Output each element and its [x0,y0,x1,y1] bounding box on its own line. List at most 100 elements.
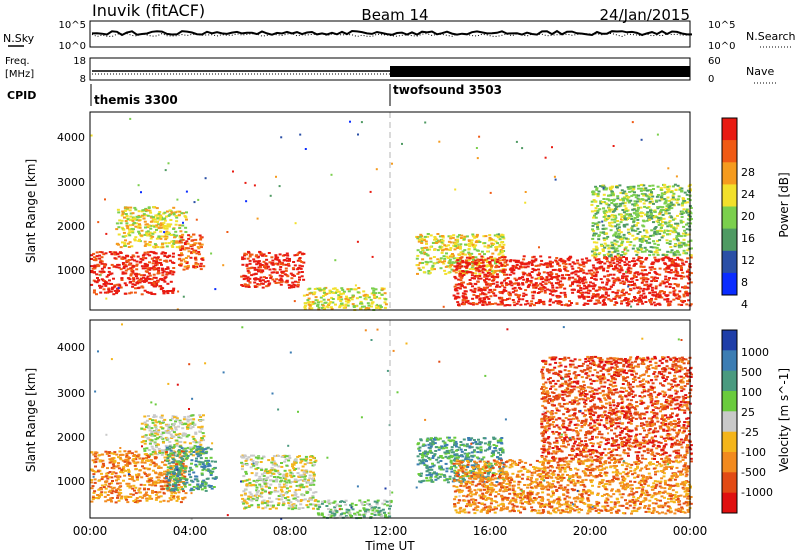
scatter-cell-power [618,229,621,231]
scatter-cell-power [496,242,499,244]
scatter-cell-power [445,266,448,268]
scatter-cell-velocity [179,446,182,448]
scatter-cell-power [678,290,681,292]
scatter-cell-power [479,266,482,268]
scatter-cell-velocity [129,493,132,495]
scatter-cell-power [671,262,674,264]
scatter-cell-power [148,269,151,271]
scatter-cell-power [362,290,365,292]
scatter-cell-power [504,290,507,292]
scatter-cell-velocity [147,456,150,458]
scatter-cell-power [465,290,468,292]
scatter-cell-power [613,304,616,306]
scatter-cell-power [513,301,516,303]
scatter-cell-velocity [131,488,134,490]
scatter-cell-velocity [107,485,110,487]
scatter-cell-power [642,277,645,279]
scatter-cell-power [249,260,252,262]
scatter-cell-power [255,273,258,275]
scatter-cell-power [626,250,629,252]
scatter-cell-velocity [192,441,195,443]
scatter-cell-power [491,303,494,305]
scatter-cell-power [323,288,326,290]
scatter-cell-power [585,281,588,283]
scatter-cell-velocity [191,414,194,416]
scatter-cell-power [112,278,115,280]
scatter-cell-power [95,273,98,275]
speckle-cell-power [165,169,167,171]
scatter-cell-power [509,260,512,262]
speckle-cell-power [625,271,627,273]
power-ytick-1000: 1000 [57,264,85,277]
scatter-cell-velocity [173,473,176,475]
scatter-cell-power [241,264,244,266]
scatter-cell-velocity [128,452,131,454]
speckle-cell-power [270,195,272,197]
scatter-cell-power [550,278,553,280]
scatter-cell-power [572,272,575,274]
scatter-cell-power [618,262,621,264]
speckle-cell-power [478,136,480,138]
scatter-cell-power [639,299,642,301]
scatter-cell-power [194,239,197,241]
scatter-cell-velocity [138,457,141,459]
scatter-cell-velocity [199,416,202,418]
scatter-cell-power [509,294,512,296]
speckle-cell-power [194,201,196,203]
scatter-cell-power [669,220,672,222]
scatter-cell-power [607,267,610,269]
scatter-cell-power [265,277,268,279]
scatter-cell-power [657,254,660,256]
scatter-cell-power [501,241,504,243]
scatter-cell-power [633,296,636,298]
scatter-cell-power [591,210,594,212]
scatter-cell-power [161,243,164,245]
scatter-cell-power [474,283,477,285]
scatter-cell-power [602,224,605,226]
scatter-cell-power [629,272,632,274]
speckle-cell-power [295,222,297,224]
scatter-cell-velocity [111,473,114,475]
scatter-cell-velocity [116,483,119,485]
scatter-cell-power [501,250,504,252]
scatter-cell-power [149,228,152,230]
scatter-cell-power [338,306,341,308]
scatter-cell-power [598,260,601,262]
scatter-cell-power [280,271,283,273]
scatter-cell-power [155,224,158,226]
scatter-cell-power [602,231,605,233]
scatter-cell-power [432,265,435,267]
scatter-cell-velocity [198,431,201,433]
scatter-cell-power [625,299,628,301]
scatter-cell-power [593,272,596,274]
scatter-cell-velocity [180,486,183,488]
scatter-cell-velocity [158,448,161,450]
scatter-cell-power [314,288,317,290]
scatter-cell-velocity [110,501,113,503]
scatter-cell-power [163,281,166,283]
scatter-cell-velocity [142,458,145,460]
scatter-cell-power [583,288,586,290]
speckle-cell-power [659,212,661,214]
scatter-cell-power [670,269,673,271]
scatter-cell-power [152,219,155,221]
scatter-cell-velocity [185,450,188,452]
scatter-cell-velocity [168,484,171,486]
scatter-cell-power [199,235,202,237]
scatter-cell-velocity [107,494,110,496]
scatter-cell-power [626,241,629,243]
scatter-cell-power [432,242,435,244]
speckle-cell-power [357,241,359,243]
scatter-cell-power [587,296,590,298]
scatter-cell-velocity [173,416,176,418]
speckle-cell-power [521,147,523,149]
scatter-cell-power [612,211,615,213]
scatter-cell-power [619,203,622,205]
scatter-cell-power [682,233,685,235]
speckle-cell-power [294,300,296,302]
scatter-cell-power [579,289,582,291]
scatter-cell-power [446,249,449,251]
scatter-cell-power [621,277,624,279]
scatter-cell-power [676,225,679,227]
scatter-cell-power [684,192,687,194]
